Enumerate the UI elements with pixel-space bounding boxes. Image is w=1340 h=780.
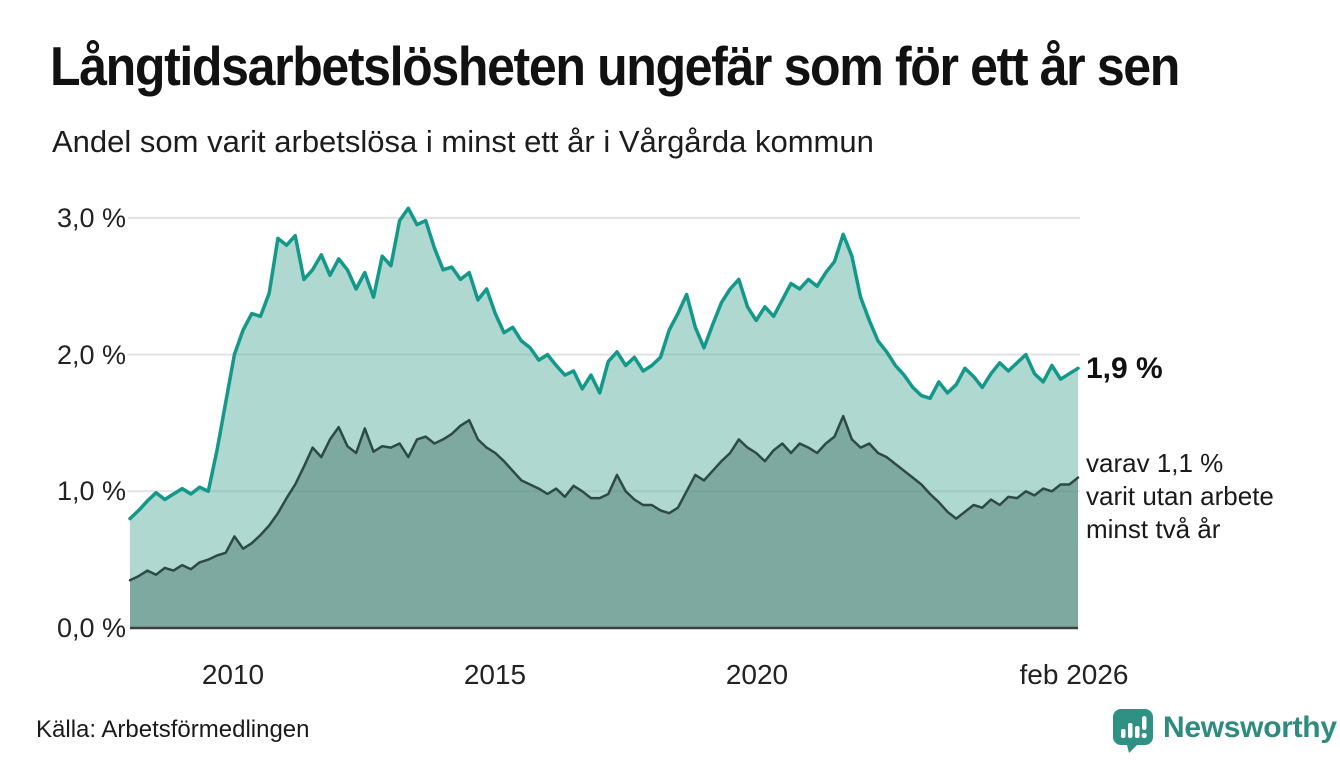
y-tick-3: 3,0 % xyxy=(56,203,126,233)
y-tick-0: 0,0 % xyxy=(56,613,126,643)
latest-value-label: 1,9 % xyxy=(1086,352,1163,385)
source-note: Källa: Arbetsförmedlingen xyxy=(36,716,310,743)
two-year-annotation: varav 1,1 % varit utan arbete minst två … xyxy=(1086,448,1274,545)
newsworthy-badge-icon xyxy=(1113,709,1153,753)
page-title: Långtidsarbetslösheten ungefär som för e… xyxy=(50,35,1180,97)
x-tick-feb-2026: feb 2026 xyxy=(1019,659,1129,690)
x-tick-2010: 2010 xyxy=(201,659,265,690)
badge-shape xyxy=(1113,709,1153,753)
chart-areas xyxy=(130,208,1078,629)
x-tick-2015: 2015 xyxy=(463,659,527,690)
newsworthy-logo: Newsworthy xyxy=(1112,708,1337,754)
y-tick-1: 1,0 % xyxy=(56,476,126,506)
chart-lines xyxy=(128,206,1080,582)
newsworthy-wordmark: Newsworthy xyxy=(1163,711,1337,744)
y-tick-2: 2,0 % xyxy=(56,340,126,370)
chart-subtitle: Andel som varit arbetslösa i minst ett å… xyxy=(52,124,874,159)
x-tick-2020: 2020 xyxy=(725,659,789,690)
